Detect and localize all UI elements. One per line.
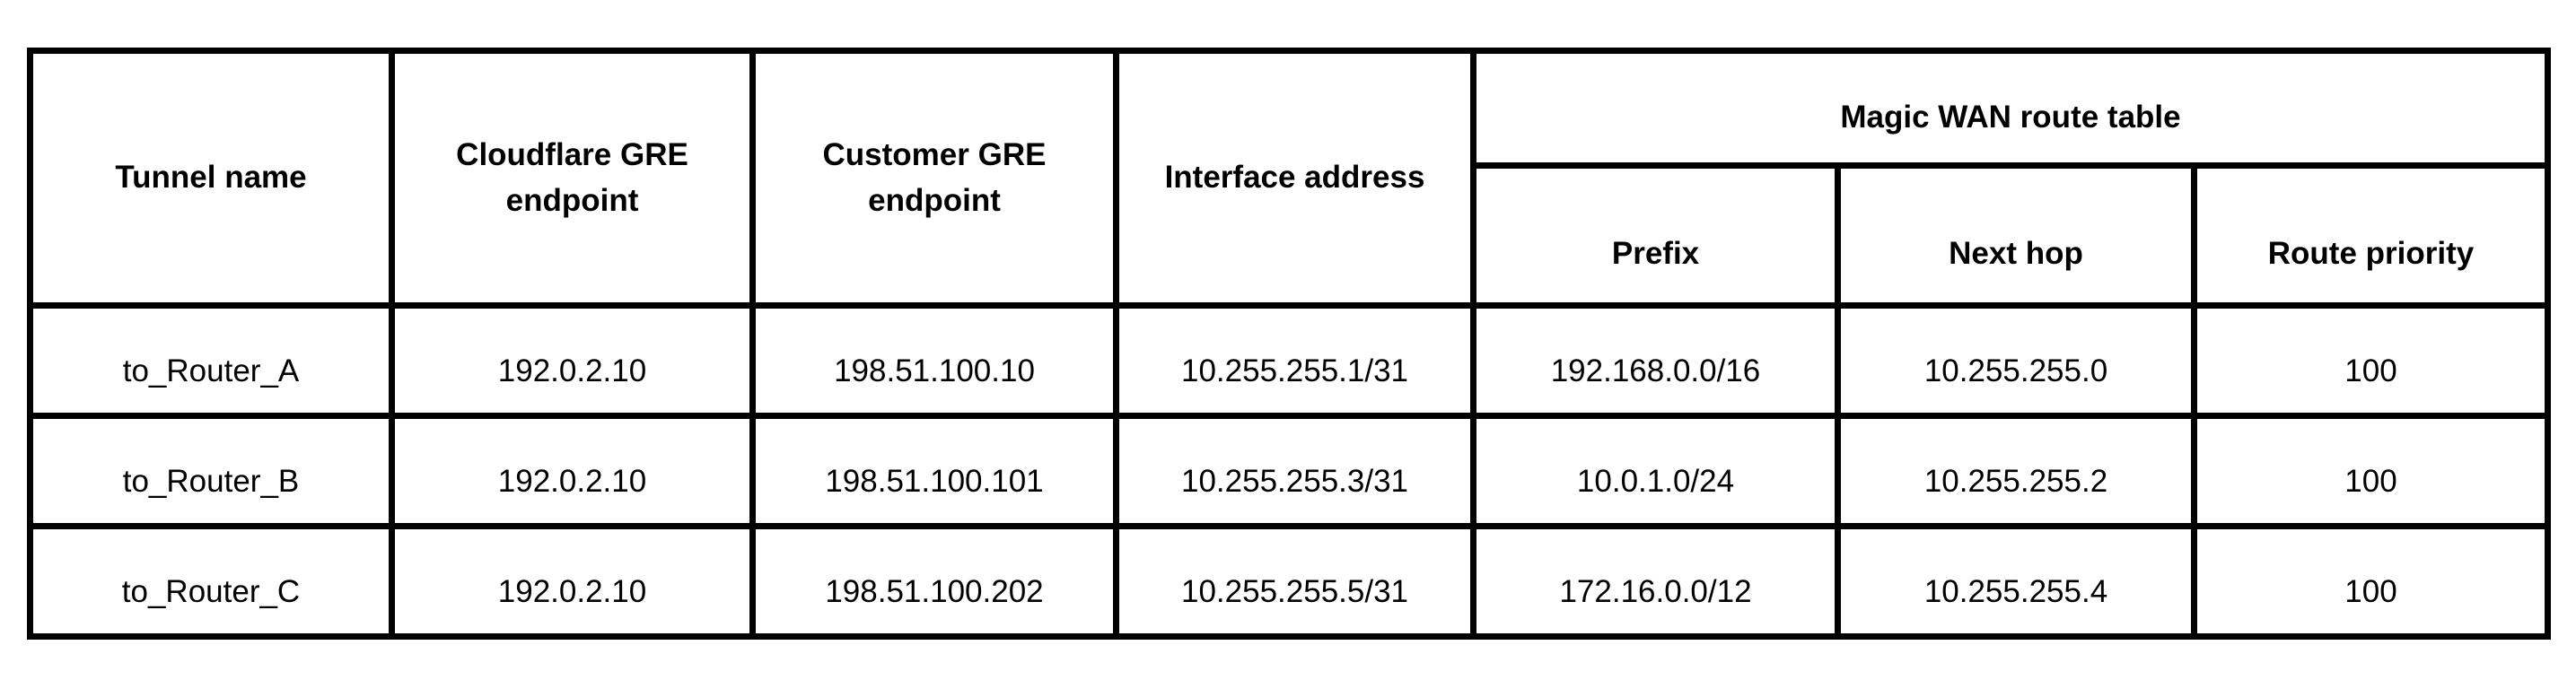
header-cell-cloudflare-gre-endpoint: Cloudflare GRE endpoint	[389, 48, 756, 309]
cell-interface-address: 10.255.255.1/31	[1113, 302, 1476, 419]
cell-tunnel-name: to_Router_A	[27, 302, 395, 419]
header-cell-customer-gre-endpoint: Customer GRE endpoint	[749, 48, 1119, 309]
header-cell-next-hop: Next hop	[1835, 162, 2197, 309]
header-cell-magic-wan-route-table: Magic WAN route table	[1470, 48, 2551, 169]
cell-customer-gre-endpoint: 198.51.100.10	[749, 302, 1119, 419]
header-cell-tunnel-name: Tunnel name	[27, 48, 395, 309]
cell-next-hop: 10.255.255.0	[1835, 302, 2197, 419]
cell-cloudflare-gre-endpoint: 192.0.2.10	[389, 523, 756, 640]
cell-prefix: 192.168.0.0/16	[1470, 302, 1841, 419]
header-cell-prefix: Prefix	[1470, 162, 1841, 309]
cell-prefix: 172.16.0.0/12	[1470, 523, 1841, 640]
cell-tunnel-name: to_Router_B	[27, 413, 395, 529]
header-row-top: Tunnel name Cloudflare GRE endpoint Cust…	[27, 48, 2551, 309]
cell-cloudflare-gre-endpoint: 192.0.2.10	[389, 413, 756, 529]
cell-prefix: 10.0.1.0/24	[1470, 413, 1841, 529]
table-row-to-router-b: to_Router_B 192.0.2.10 198.51.100.101 10…	[27, 413, 2551, 529]
cell-next-hop: 10.255.255.2	[1835, 413, 2197, 529]
gre-tunnels-table: Tunnel name Cloudflare GRE endpoint Cust…	[27, 48, 2551, 640]
cell-customer-gre-endpoint: 198.51.100.202	[749, 523, 1119, 640]
cell-interface-address: 10.255.255.5/31	[1113, 523, 1476, 640]
table-row-to-router-a: to_Router_A 192.0.2.10 198.51.100.10 10.…	[27, 302, 2551, 419]
cell-route-priority: 100	[2191, 523, 2551, 640]
cell-interface-address: 10.255.255.3/31	[1113, 413, 1476, 529]
header-row-sub: Prefix Next hop Route priority	[31, 162, 2551, 309]
cell-cloudflare-gre-endpoint: 192.0.2.10	[389, 302, 756, 419]
header-cell-route-priority: Route priority	[2191, 162, 2551, 309]
cell-route-priority: 100	[2191, 413, 2551, 529]
table-row-to-router-c: to_Router_C 192.0.2.10 198.51.100.202 10…	[27, 523, 2551, 640]
header-cell-interface-address: Interface address	[1113, 48, 1476, 309]
cell-route-priority: 100	[2191, 302, 2551, 419]
cell-customer-gre-endpoint: 198.51.100.101	[749, 413, 1119, 529]
cell-next-hop: 10.255.255.4	[1835, 523, 2197, 640]
cell-tunnel-name: to_Router_C	[27, 523, 395, 640]
